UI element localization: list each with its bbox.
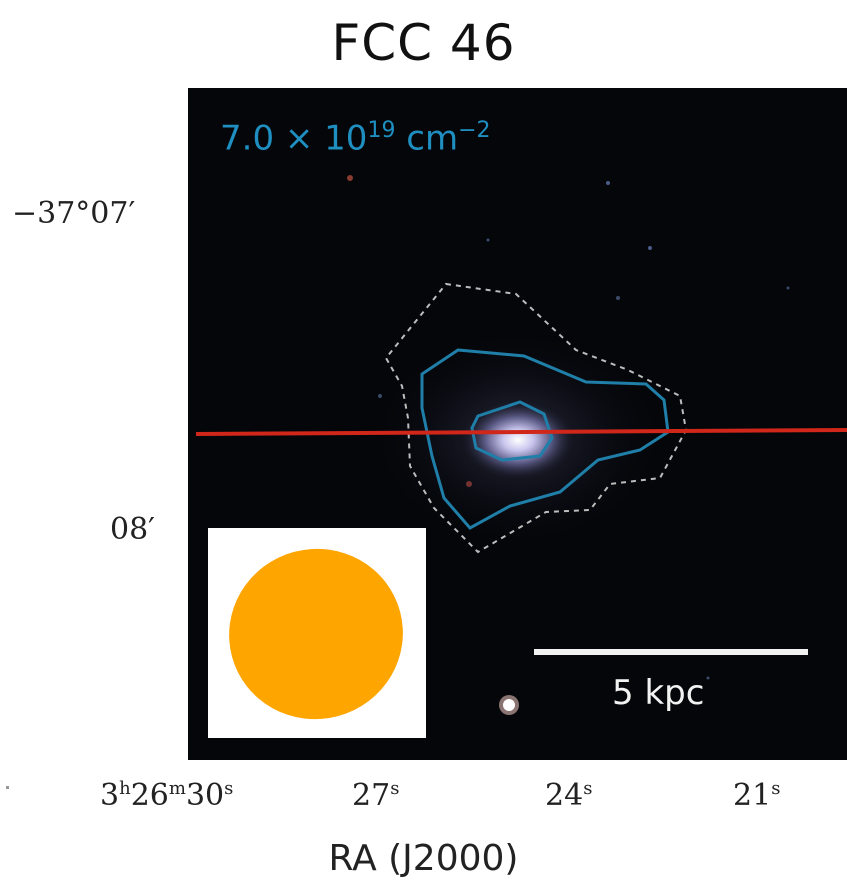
stray-mark	[6, 786, 9, 789]
y-tick-label: −37°07′	[12, 196, 136, 231]
bright-star	[503, 699, 515, 711]
galaxy	[458, 398, 578, 482]
galaxy-image-panel: 7.0 × 1019 cm−2 5 kpc	[188, 88, 847, 760]
outer-contour	[384, 282, 688, 554]
y-tick-label: 08′	[110, 512, 155, 547]
x-tick-label: 3h26m30s	[100, 778, 234, 813]
inner-contour	[470, 400, 554, 462]
x-tick-label: 21s	[733, 778, 781, 813]
x-tick-label: 24s	[545, 778, 593, 813]
contour-level-label: 7.0 × 1019 cm−2	[220, 118, 491, 159]
beam-inset	[208, 528, 426, 738]
red-star	[347, 175, 353, 181]
beam-ellipse	[229, 548, 403, 720]
x-tick-label: 27s	[352, 778, 400, 813]
galaxy-image	[195, 175, 847, 715]
figure-title: FCC 46	[331, 14, 516, 72]
x-axis-label: RA (J2000)	[328, 838, 519, 879]
scale-bar-label: 5 kpc	[612, 673, 705, 713]
slit-line	[195, 428, 847, 436]
